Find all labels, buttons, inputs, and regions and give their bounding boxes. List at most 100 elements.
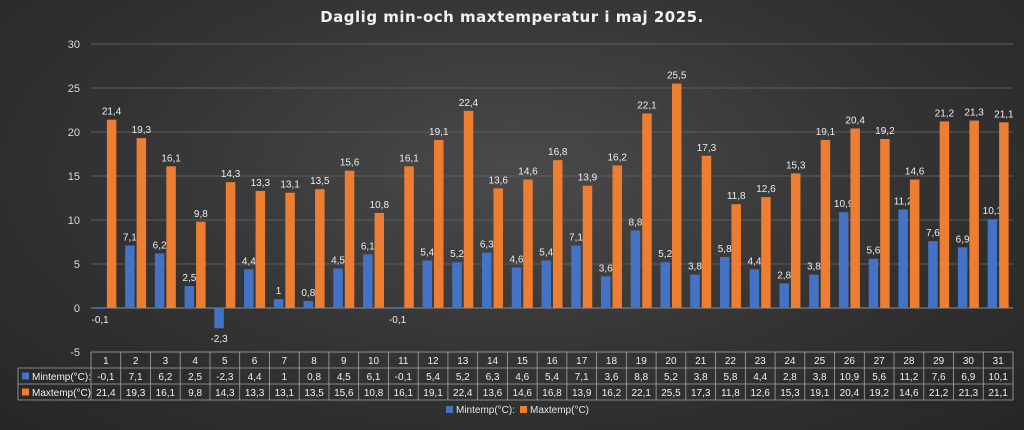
max-temp-table-cell: 13,3 <box>245 388 265 399</box>
max-temp-table-cell: 16,2 <box>602 388 622 399</box>
min-temp-data-label: 11,2 <box>894 196 913 207</box>
min-temp-bar <box>154 253 165 308</box>
table-header-cell: 30 <box>963 356 975 367</box>
table-header-cell: 4 <box>192 356 198 367</box>
min-temp-bar <box>541 260 551 308</box>
max-temp-legend-key <box>22 388 29 396</box>
min-temp-table-cell: 2,5 <box>188 372 202 383</box>
min-temp-data-label: 6,1 <box>361 241 375 252</box>
min-temp-data-label: 7,1 <box>123 233 137 244</box>
min-temp-data-label: -0,1 <box>389 315 407 326</box>
min-temp-row-label: Mintemp(°C): <box>32 372 91 383</box>
max-temp-table-cell: 13,9 <box>572 388 592 399</box>
max-temp-data-label: 19,3 <box>132 125 152 136</box>
table-header-cell: 14 <box>487 356 499 367</box>
min-temp-table-cell: 4,5 <box>337 372 351 383</box>
min-temp-bar <box>987 219 998 308</box>
min-temp-data-label: 4,6 <box>510 255 524 266</box>
table-header-cell: 16 <box>546 356 558 367</box>
min-temp-data-label: 10,9 <box>834 199 854 210</box>
min-temp-table-cell: 7,1 <box>129 372 143 383</box>
min-temp-table-cell: 3,6 <box>605 372 619 383</box>
legend-min-temp-label: Mintemp(°C): <box>456 405 515 416</box>
min-temp-table-cell: 6,2 <box>158 372 172 383</box>
max-temp-bar <box>790 173 801 308</box>
min-temp-table-cell: 5,4 <box>426 372 440 383</box>
table-header-cell: 31 <box>993 356 1005 367</box>
max-temp-table-cell: 21,2 <box>929 388 949 399</box>
min-temp-table-cell: 6,1 <box>367 372 381 383</box>
y-tick-label: 20 <box>68 127 80 139</box>
max-temp-table-cell: 13,1 <box>275 388 295 399</box>
min-temp-bar <box>511 267 522 308</box>
max-temp-table-cell: 10,8 <box>364 388 384 399</box>
min-temp-data-label: 4,4 <box>747 256 761 267</box>
min-temp-table-cell: 0,8 <box>307 372 321 383</box>
max-temp-table-cell: 21,1 <box>988 388 1008 399</box>
min-temp-bar <box>363 254 373 308</box>
legend-max-temp-label: Maxtemp(°C) <box>530 405 589 416</box>
min-temp-table-cell: 5,2 <box>664 372 678 383</box>
table-header-cell: 23 <box>755 356 767 367</box>
min-temp-bar <box>719 256 730 308</box>
min-temp-bar <box>452 262 462 308</box>
min-temp-bar <box>571 245 581 308</box>
min-temp-data-label: 3,8 <box>688 262 702 273</box>
max-temp-bar <box>969 120 979 308</box>
min-temp-data-label: 10,1 <box>983 206 1003 217</box>
max-temp-data-label: 19,1 <box>816 127 836 138</box>
table-header-cell: 20 <box>665 356 677 367</box>
max-temp-table-cell: 15,3 <box>780 388 800 399</box>
min-temp-bar <box>333 268 343 308</box>
max-temp-bar <box>493 188 504 308</box>
min-temp-bar <box>244 269 254 308</box>
max-temp-table-cell: 9,8 <box>188 388 202 399</box>
min-temp-table-cell: 7,1 <box>575 372 589 383</box>
min-temp-bar <box>392 308 403 309</box>
min-temp-table-cell: 11,2 <box>900 372 919 383</box>
max-temp-data-label: 22,1 <box>637 101 657 112</box>
table-header-cell: 27 <box>874 356 886 367</box>
max-temp-data-label: 16,2 <box>607 152 627 163</box>
y-tick-label: 0 <box>74 303 80 315</box>
min-temp-data-label: 8,8 <box>629 218 643 229</box>
min-temp-data-label: 5,2 <box>450 249 464 260</box>
max-temp-data-label: 21,2 <box>935 108 955 119</box>
max-temp-data-label: 16,8 <box>548 147 568 158</box>
max-temp-bar <box>434 139 444 308</box>
max-temp-table-cell: 25,5 <box>661 388 681 399</box>
max-temp-row-label: Maxtemp(°C) <box>32 388 91 399</box>
min-temp-table-cell: 3,8 <box>694 372 708 383</box>
max-temp-bar <box>671 83 682 308</box>
max-temp-bar <box>136 138 147 308</box>
min-temp-data-label: 5,6 <box>866 246 880 257</box>
min-temp-table-cell: 4,4 <box>753 372 767 383</box>
min-temp-table-cell: 7,6 <box>932 372 946 383</box>
max-temp-bar <box>523 179 533 308</box>
max-temp-bar <box>850 128 860 308</box>
max-temp-table-cell: 19,1 <box>423 388 443 399</box>
min-temp-data-label: 6,9 <box>956 234 970 245</box>
table-header-cell: 9 <box>341 356 347 367</box>
min-temp-bar <box>898 209 908 308</box>
min-temp-table-cell: 10,1 <box>988 372 1008 383</box>
table-header-cell: 15 <box>517 356 529 367</box>
max-temp-data-label: 21,4 <box>102 107 122 118</box>
table-header-cell: 2 <box>133 356 139 367</box>
max-temp-bar <box>880 139 890 308</box>
max-temp-data-label: 13,6 <box>489 175 509 186</box>
max-temp-table-cell: 13,6 <box>483 388 503 399</box>
min-temp-table-cell: 5,2 <box>456 372 470 383</box>
y-tick-label: 25 <box>68 83 80 95</box>
table-header-cell: 11 <box>398 356 409 367</box>
min-temp-bar <box>660 262 670 308</box>
min-temp-data-label: -2,3 <box>210 334 228 345</box>
max-temp-table-cell: 22,4 <box>453 388 473 399</box>
min-temp-table-cell: -2,3 <box>216 372 234 383</box>
min-temp-table-cell: -0,1 <box>395 372 413 383</box>
max-temp-bar <box>553 160 563 308</box>
max-temp-data-label: 16,1 <box>399 153 419 164</box>
max-temp-bar <box>196 221 206 308</box>
min-temp-table-cell: 4,6 <box>515 372 529 383</box>
max-temp-table-cell: 12,6 <box>750 388 770 399</box>
